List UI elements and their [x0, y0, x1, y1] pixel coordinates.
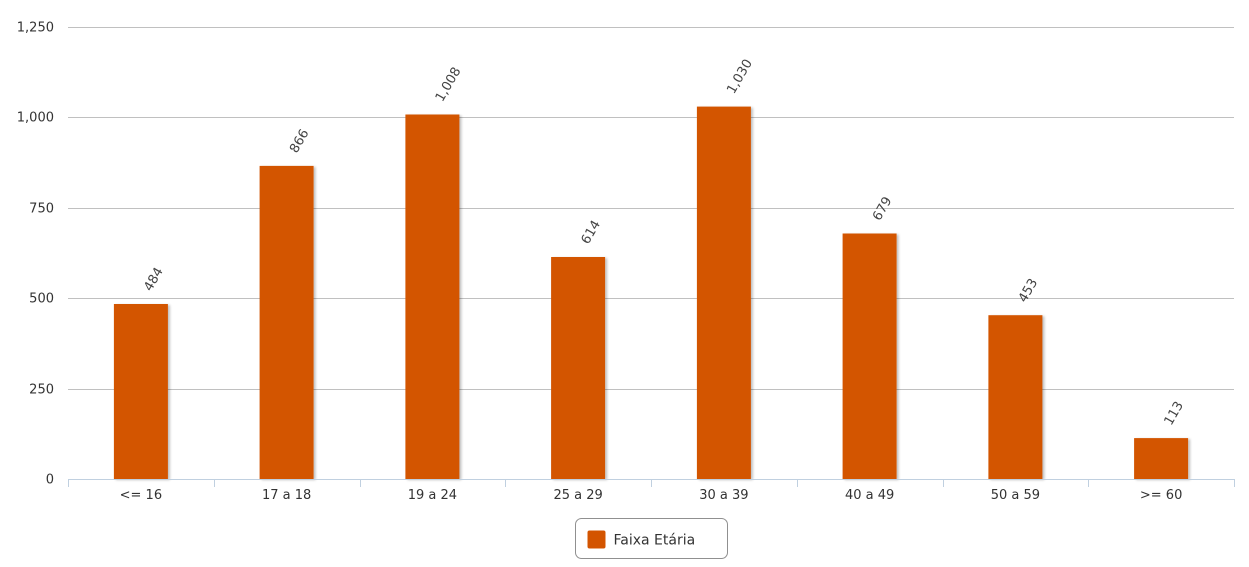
- data-label: 1,008: [433, 65, 465, 105]
- y-tick-label: 750: [29, 202, 54, 217]
- bar[interactable]: [259, 165, 314, 479]
- x-tick-label: 50 a 59: [991, 488, 1040, 503]
- x-axis: <= 16 17 a 18 19 a 24 25 a 29 30 a 39 40 a 49…: [68, 479, 1235, 503]
- x-tick-label: 17 a 18: [262, 488, 311, 503]
- x-tick-label: 40 a 49: [845, 488, 894, 503]
- x-tick-label: 19 a 24: [408, 488, 457, 503]
- data-label: 484: [141, 265, 166, 294]
- data-label: 113: [1162, 399, 1187, 428]
- y-tick-label: 1,000: [17, 111, 54, 126]
- data-label: 453: [1016, 276, 1041, 305]
- x-tick-label: >= 60: [1140, 488, 1182, 503]
- bar[interactable]: [842, 233, 897, 480]
- y-tick-label: 500: [29, 292, 54, 307]
- data-label: 1,030: [724, 57, 756, 97]
- bar[interactable]: [405, 114, 460, 480]
- x-tick-label: <= 16: [120, 488, 162, 503]
- bars: [113, 106, 1189, 480]
- x-tick-label: 25 a 29: [553, 488, 602, 503]
- legend-box: [575, 518, 728, 559]
- y-tick-label: 0: [46, 473, 54, 488]
- legend-swatch[interactable]: [587, 530, 606, 549]
- y-tick-label: 250: [29, 383, 54, 398]
- legend-label[interactable]: Faixa Etária: [614, 533, 696, 549]
- bar[interactable]: [551, 257, 606, 479]
- data-label: 614: [579, 218, 604, 247]
- bar[interactable]: [113, 304, 168, 479]
- x-tick-label: 30 a 39: [699, 488, 748, 503]
- bar[interactable]: [696, 106, 751, 479]
- bar[interactable]: [988, 315, 1043, 479]
- y-tick-label: 1,250: [17, 21, 54, 36]
- bar[interactable]: [1134, 438, 1189, 479]
- data-label: 866: [287, 127, 312, 156]
- y-axis: 0 250 500 750 1,000 1,250: [17, 21, 54, 488]
- grid-lines: [68, 27, 1234, 390]
- legend[interactable]: Faixa Etária: [575, 518, 728, 559]
